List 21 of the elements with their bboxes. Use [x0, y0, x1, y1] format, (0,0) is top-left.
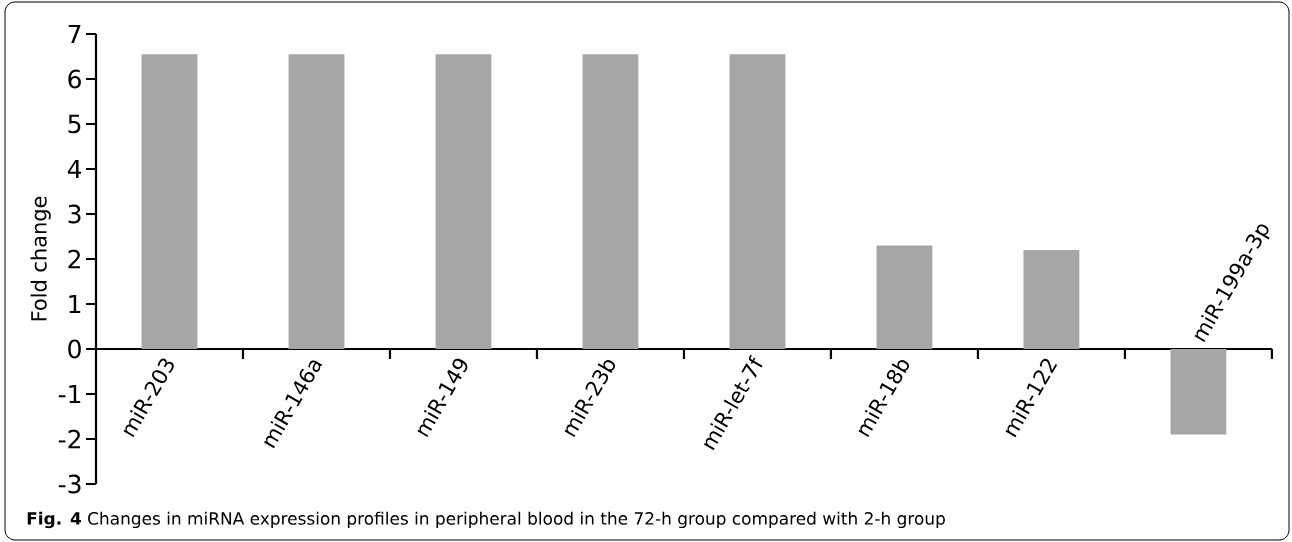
- y-tick-label: -2: [58, 429, 80, 449]
- y-tick-label: 5: [68, 114, 81, 134]
- y-tick-label: 4: [67, 159, 82, 179]
- y-tick-label: 3: [68, 204, 81, 224]
- y-tick-label: 7: [68, 24, 81, 44]
- y-tick-label: 1: [69, 294, 81, 314]
- bar: [288, 54, 345, 349]
- y-tick-label: -1: [58, 384, 81, 404]
- bar: [1023, 250, 1080, 349]
- y-tick-label: 2: [68, 249, 80, 269]
- text: Fig. 4 Changes in miRNA expression profiles in peripheral blood in the 72-h group compared with 2-h group: [27, 511, 945, 529]
- bar: [141, 54, 198, 349]
- bar: [1170, 349, 1227, 435]
- bar: [582, 54, 639, 349]
- bar: [729, 54, 786, 349]
- y-tick-label: 6: [68, 69, 81, 89]
- bar: [435, 54, 492, 349]
- bar: [876, 245, 933, 349]
- y-tick-label: -3: [58, 474, 81, 494]
- y-tick-label: 0: [68, 339, 81, 359]
- y-axis-title: Fold change: [30, 196, 51, 321]
